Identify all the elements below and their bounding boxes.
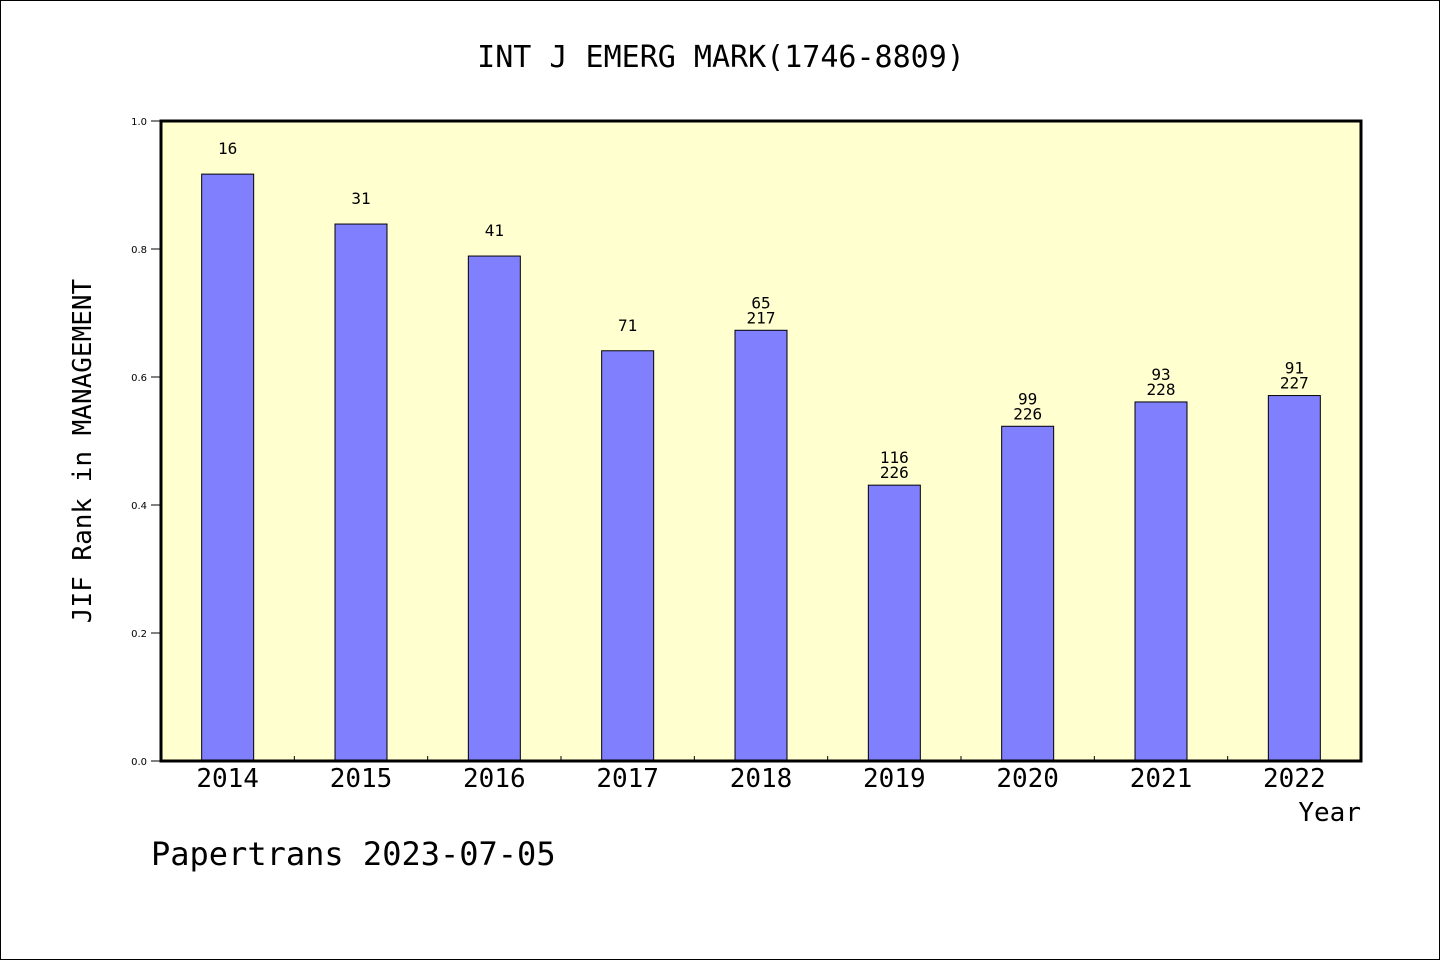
bar: [201, 173, 255, 762]
bar: [334, 223, 388, 762]
bar: [867, 484, 921, 762]
x-tick-label: 2018: [730, 764, 793, 794]
bar-value-label: 93: [1151, 365, 1170, 384]
bar-value-label: 91: [1285, 359, 1304, 378]
x-tick-label: 2021: [1130, 764, 1193, 794]
x-tick-label: 2022: [1263, 764, 1326, 794]
y-tick-label: 0.8: [131, 245, 147, 256]
bar: [1001, 425, 1055, 762]
y-tick-label: 0.4: [131, 501, 147, 512]
bar-value-label: 227: [1280, 374, 1309, 393]
y-axis: 0.0 0.2 0.4 0.6 0.8 1.0: [131, 117, 161, 768]
bar: [467, 255, 521, 762]
bar: [1267, 395, 1321, 762]
x-tick-label: 2015: [330, 764, 393, 794]
bar-value-label: 116: [880, 448, 909, 467]
plot-border: [159, 119, 1363, 763]
bar-value-label: 228: [1147, 380, 1176, 399]
x-axis-label: Year: [1298, 798, 1361, 828]
x-axis: 2014 2015 2016 2017 2018 2019 2020 2021 2022: [196, 756, 1326, 794]
y-tick-label: 1.0: [131, 117, 147, 128]
bar-value-label: 65: [751, 293, 770, 312]
x-tick-label: 2019: [863, 764, 926, 794]
bar: [734, 329, 788, 762]
y-tick-label: 0.6: [131, 373, 147, 384]
chart-title: INT J EMERG MARK(1746-8809): [477, 40, 965, 75]
bar-value-label: 41: [485, 221, 504, 240]
y-tick-label: 0.2: [131, 629, 147, 640]
bar-value-label: 226: [1013, 404, 1042, 423]
x-tick-label: 2017: [596, 764, 659, 794]
x-tick-label: 2020: [996, 764, 1059, 794]
bar-value-label: 71: [618, 316, 637, 335]
footer-credit: Papertrans 2023-07-05: [151, 835, 556, 873]
bar-value-label: 99: [1018, 389, 1037, 408]
x-tick-label: 2016: [463, 764, 526, 794]
x-tick-label: 2014: [196, 764, 259, 794]
bar-value-label: 31: [351, 189, 370, 208]
y-tick-label: 0.0: [131, 757, 147, 768]
bar: [1134, 401, 1188, 762]
y-axis-label: JIF Rank in MANAGEMENT: [68, 278, 98, 623]
bar-value-label: 217: [747, 308, 776, 327]
bar-value-label: 16: [218, 139, 237, 158]
bar: [601, 350, 655, 762]
bar-value-label: 226: [880, 463, 909, 482]
